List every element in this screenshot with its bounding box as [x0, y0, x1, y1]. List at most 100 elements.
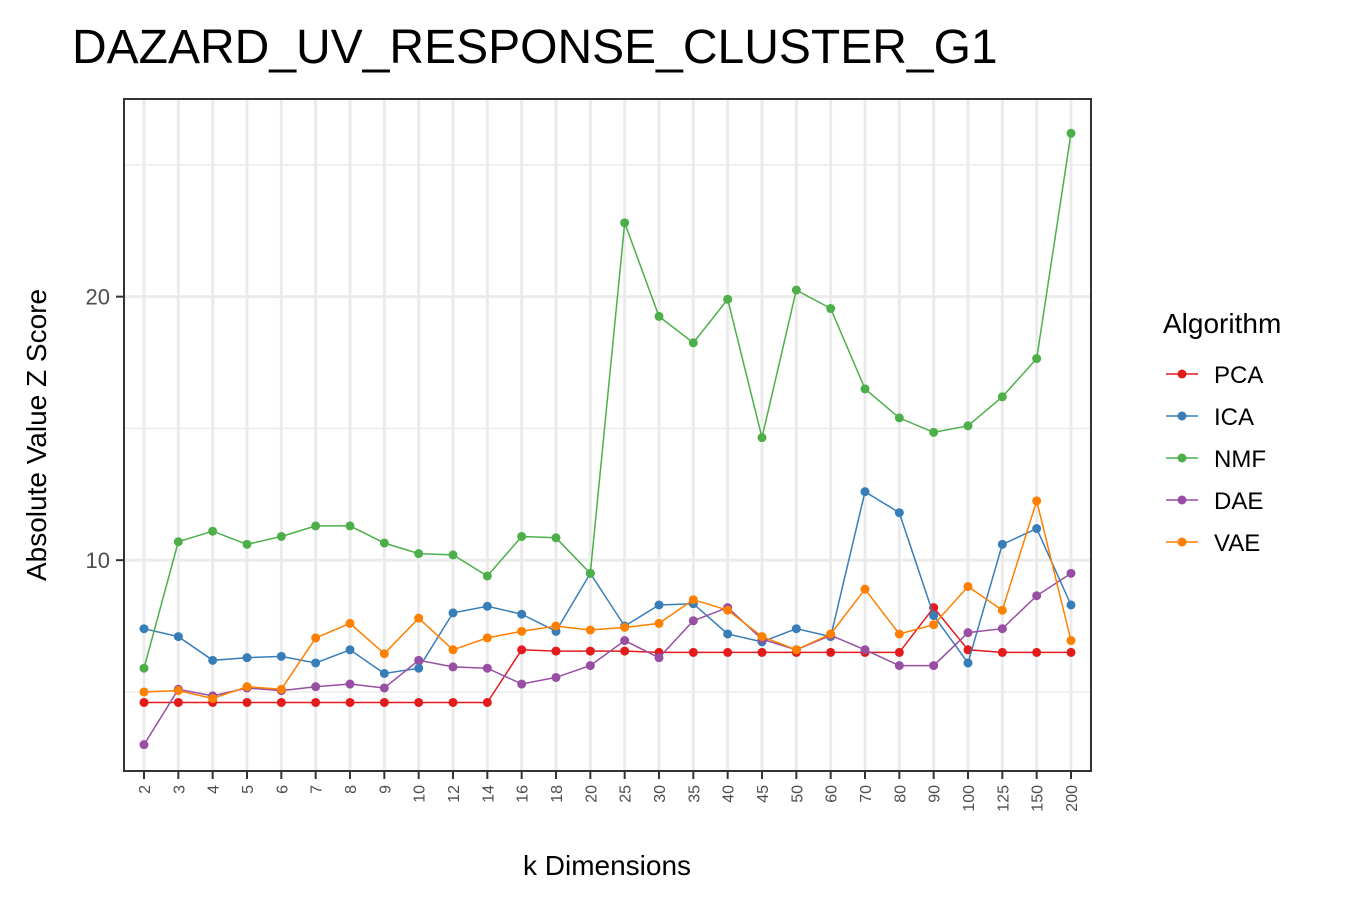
data-point-nmf [517, 531, 527, 541]
y-axis: 10 20 [86, 285, 124, 573]
data-point-dae [311, 682, 321, 692]
data-point-nmf [963, 421, 973, 431]
data-point-dae [139, 740, 149, 750]
data-point-ica [860, 487, 870, 497]
x-tick-label: 30 [652, 785, 669, 803]
data-point-nmf [929, 427, 939, 437]
data-point-ica [345, 645, 355, 655]
data-point-vae [379, 649, 389, 659]
data-point-nmf [276, 531, 286, 541]
data-point-pca [276, 697, 286, 707]
data-point-dae [894, 661, 904, 671]
data-point-pca [448, 697, 458, 707]
data-point-vae [997, 605, 1007, 615]
data-point-vae [963, 582, 973, 592]
data-point-vae [276, 684, 286, 694]
data-point-vae [345, 618, 355, 628]
data-point-ica [482, 601, 492, 611]
data-point-pca [414, 697, 424, 707]
legend-item-pca: PCA [1166, 362, 1263, 389]
x-tick-label: 40 [721, 785, 738, 803]
data-point-nmf [139, 663, 149, 673]
data-point-nmf [345, 521, 355, 531]
data-point-ica [997, 539, 1007, 549]
data-point-nmf [997, 392, 1007, 402]
data-point-nmf [242, 539, 252, 549]
data-point-dae [345, 679, 355, 689]
data-point-pca [379, 697, 389, 707]
data-point-nmf [585, 568, 595, 578]
data-point-vae [139, 687, 149, 697]
data-point-dae [379, 683, 389, 693]
legend-key-point [1177, 453, 1187, 463]
series-line-vae [143, 498, 1072, 700]
x-tick-label: 90 [927, 785, 944, 803]
x-tick-label: 16 [515, 785, 532, 803]
data-point-ica [1066, 600, 1076, 610]
x-tick-label: 4 [206, 785, 223, 794]
data-point-nmf [173, 537, 183, 547]
data-point-vae [791, 645, 801, 655]
legend-label: NMF [1214, 446, 1266, 473]
data-point-ica [894, 508, 904, 518]
data-point-ica [414, 663, 424, 673]
data-point-vae [242, 682, 252, 692]
x-axis-title: k Dimensions [523, 850, 691, 881]
series-nmf [139, 128, 1076, 673]
data-point-dae [654, 653, 664, 663]
y-tick-label: 10 [86, 548, 110, 573]
data-point-dae [414, 655, 424, 665]
data-point-vae [448, 645, 458, 655]
x-tick-label: 18 [549, 785, 566, 803]
legend-item-ica: ICA [1166, 404, 1254, 431]
data-point-vae [1066, 636, 1076, 646]
data-point-pca [139, 697, 149, 707]
data-point-dae [448, 662, 458, 672]
x-axis: 2 3 4 5 6 7 8 9 10 12 14 16 18 20 25 30 35 40 45 50 60 70 80 90… [137, 771, 1081, 812]
data-point-pca [311, 697, 321, 707]
data-point-dae [551, 672, 561, 682]
data-point-pca [826, 647, 836, 657]
x-tick-label: 9 [377, 785, 394, 794]
y-tick-label: 20 [86, 285, 110, 310]
data-point-pca [1032, 647, 1042, 657]
legend-label: DAE [1214, 488, 1263, 515]
data-point-pca [242, 697, 252, 707]
data-point-pca [963, 645, 973, 655]
data-point-pca [173, 697, 183, 707]
legend-title: Algorithm [1163, 308, 1281, 339]
data-point-dae [517, 679, 527, 689]
data-point-vae [688, 595, 698, 605]
data-point-nmf [414, 549, 424, 559]
x-tick-label: 20 [583, 785, 600, 803]
legend-key-point [1177, 411, 1187, 421]
data-point-pca [1066, 647, 1076, 657]
x-tick-label: 6 [274, 785, 291, 794]
x-tick-label: 14 [480, 785, 497, 803]
data-point-ica [276, 651, 286, 661]
data-point-nmf [311, 521, 321, 531]
data-point-pca [894, 647, 904, 657]
data-point-pca [517, 645, 527, 655]
series-vae [139, 496, 1076, 704]
x-tick-label: 45 [755, 785, 772, 803]
series-line-ica [143, 490, 1072, 675]
data-point-vae [620, 622, 630, 632]
data-point-nmf [1032, 354, 1042, 364]
x-tick-label: 7 [309, 785, 326, 794]
data-point-nmf [1066, 128, 1076, 138]
data-point-nmf [551, 533, 561, 543]
x-tick-label: 150 [1030, 785, 1047, 812]
data-point-vae [482, 633, 492, 643]
legend-item-vae: VAE [1166, 530, 1260, 557]
data-point-dae [482, 663, 492, 673]
data-point-pca [620, 646, 630, 656]
x-tick-label: 200 [1064, 785, 1081, 812]
series-group [139, 128, 1076, 750]
data-point-ica [929, 611, 939, 621]
data-point-vae [860, 584, 870, 594]
legend-item-dae: DAE [1166, 488, 1263, 515]
data-point-pca [757, 647, 767, 657]
data-point-pca [482, 697, 492, 707]
plot-panel-border [123, 98, 1092, 772]
